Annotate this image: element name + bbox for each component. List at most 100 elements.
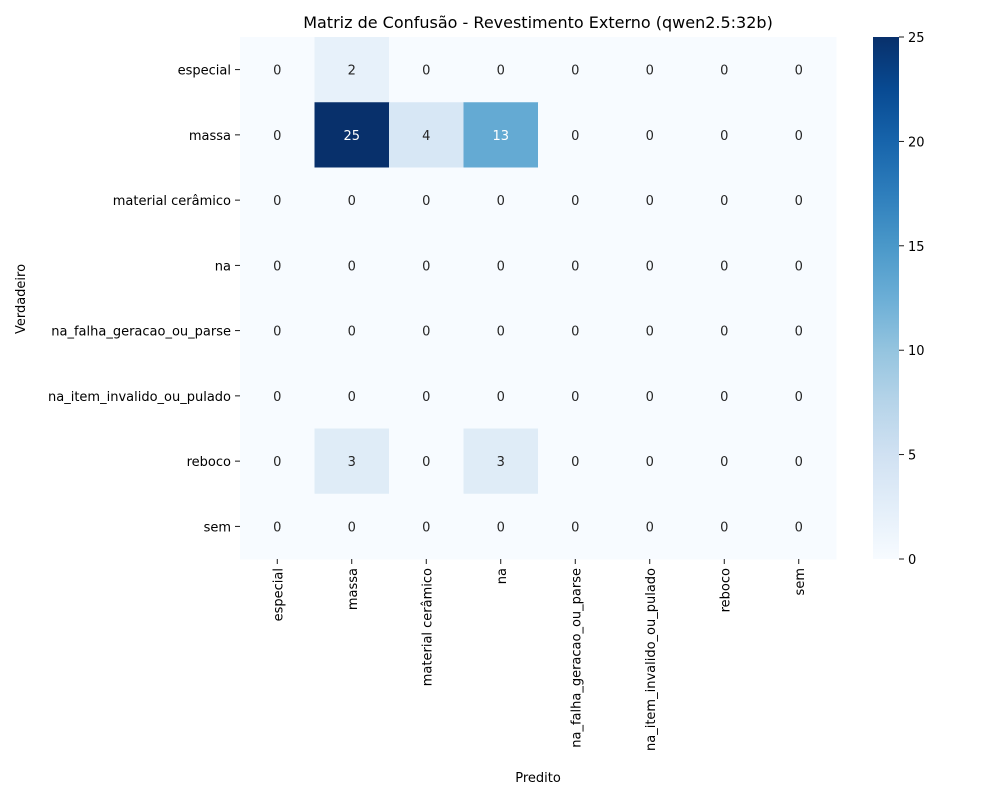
- heatmap-cell: [687, 363, 762, 429]
- heatmap-cell: [463, 37, 539, 103]
- heatmap-cell: [389, 232, 464, 299]
- cell-value-label: 0: [646, 390, 654, 405]
- cell-value-label: 0: [646, 129, 654, 144]
- cell-value-label: 0: [348, 259, 356, 274]
- cell-value-label: 0: [795, 64, 803, 79]
- heatmap-cell: [761, 102, 837, 168]
- cell-value-label: 0: [348, 194, 356, 209]
- heatmap-cell: [389, 363, 464, 429]
- y-tick-label: na_item_invalido_ou_pulado: [48, 390, 231, 405]
- cell-value-label: 0: [720, 325, 728, 340]
- heatmap-cell: [314, 167, 390, 234]
- heatmap-cell: [240, 37, 315, 103]
- cell-value-label: 0: [795, 259, 803, 274]
- cell-value-label: 0: [646, 325, 654, 340]
- cell-value-label: 0: [571, 64, 579, 79]
- cell-value-label: 0: [497, 259, 505, 274]
- cell-value-label: 0: [497, 390, 505, 405]
- cell-value-label: 0: [571, 194, 579, 209]
- cell-value-label: 0: [273, 64, 281, 79]
- heatmap-cell: [761, 232, 837, 299]
- cell-value-label: 0: [795, 520, 803, 535]
- heatmap-cell: [612, 37, 688, 103]
- cell-value-label: 0: [348, 520, 356, 535]
- colorbar-tick-label: 5: [908, 449, 916, 464]
- x-axis-ticks: especial massa material cerâmico na na_falha…: [271, 559, 808, 751]
- cell-value-label: 0: [571, 259, 579, 274]
- heatmap-cell: [240, 102, 315, 168]
- heatmap-cell: [687, 102, 762, 168]
- heatmap-cell: [389, 493, 464, 560]
- heatmap-cell: [314, 493, 390, 560]
- cell-value-label: 0: [795, 194, 803, 209]
- cell-value-label: 25: [343, 129, 360, 144]
- cell-value-label: 0: [646, 520, 654, 535]
- cell-value-label: 0: [720, 390, 728, 405]
- heatmap-cell: [612, 232, 688, 299]
- heatmap-cell: [240, 167, 315, 234]
- x-tick-label: na: [495, 568, 510, 584]
- heatmap-cell: [612, 102, 688, 168]
- x-axis-label: Predito: [515, 771, 561, 786]
- cell-value-label: 3: [497, 455, 505, 470]
- cell-value-label: 0: [422, 64, 430, 79]
- cell-value-label: 0: [273, 520, 281, 535]
- cell-value-label: 13: [492, 129, 509, 144]
- heatmap-cell: [314, 232, 390, 299]
- heatmap-cell: [463, 102, 539, 168]
- y-tick-label: massa: [189, 129, 231, 144]
- heatmap-cell: [761, 37, 837, 103]
- cell-value-label: 0: [422, 194, 430, 209]
- heatmap-cell: [612, 167, 688, 234]
- cell-value-label: 0: [795, 390, 803, 405]
- cell-value-label: 0: [273, 390, 281, 405]
- heatmap-cell: [463, 493, 539, 560]
- cell-value-label: 0: [720, 520, 728, 535]
- colorbar-tick-label: 20: [908, 135, 925, 150]
- colorbar-gradient: [873, 37, 899, 559]
- heatmap-cell: [761, 428, 837, 495]
- heatmap-cell: [314, 428, 390, 495]
- heatmap-cell: [687, 298, 762, 364]
- y-axis-ticks: especial massa material cerâmico na na_falha…: [48, 64, 240, 535]
- y-tick-label: material cerâmico: [113, 194, 231, 209]
- heatmap-cell: [761, 298, 837, 364]
- cell-value-label: 0: [571, 129, 579, 144]
- heatmap-cell: [240, 363, 315, 429]
- heatmap-cell: [538, 232, 613, 299]
- heatmap-cell: [389, 37, 464, 103]
- heatmap-cell: [314, 298, 390, 364]
- colorbar-tick-label: 15: [908, 240, 925, 255]
- heatmap-cell: [314, 363, 390, 429]
- heatmap-cell: [463, 167, 539, 234]
- cell-value-label: 0: [422, 325, 430, 340]
- cell-value-label: 2: [348, 64, 356, 79]
- cell-value-label: 4: [422, 129, 430, 144]
- heatmap-cell: [538, 428, 613, 495]
- heatmap-cell: [538, 493, 613, 560]
- heatmap-cell: [687, 493, 762, 560]
- heatmap-cell: [612, 363, 688, 429]
- cell-value-label: 0: [646, 259, 654, 274]
- cell-value-label: 0: [571, 325, 579, 340]
- cell-value-label: 0: [571, 455, 579, 470]
- colorbar-tick-label: 25: [908, 31, 925, 46]
- heatmap-cell: [389, 102, 464, 168]
- cell-value-label: 0: [646, 64, 654, 79]
- y-tick-label: na_falha_geracao_ou_parse: [51, 325, 231, 340]
- cell-value-label: 0: [273, 259, 281, 274]
- y-tick-label: na: [215, 259, 231, 274]
- heatmap-cell: [538, 363, 613, 429]
- y-tick-label: especial: [178, 64, 231, 79]
- y-axis-label: Verdadeiro: [14, 264, 29, 334]
- heatmap-cell: [314, 102, 390, 168]
- cell-value-label: 0: [273, 325, 281, 340]
- heatmap-cell: [240, 428, 315, 495]
- heatmap-cell: [538, 167, 613, 234]
- x-tick-label: reboco: [718, 568, 733, 612]
- heatmap-cell: [463, 298, 539, 364]
- colorbar-tick-label: 0: [908, 553, 916, 568]
- heatmap-cell: [687, 428, 762, 495]
- cell-value-label: 0: [571, 390, 579, 405]
- heatmap-cell: [612, 428, 688, 495]
